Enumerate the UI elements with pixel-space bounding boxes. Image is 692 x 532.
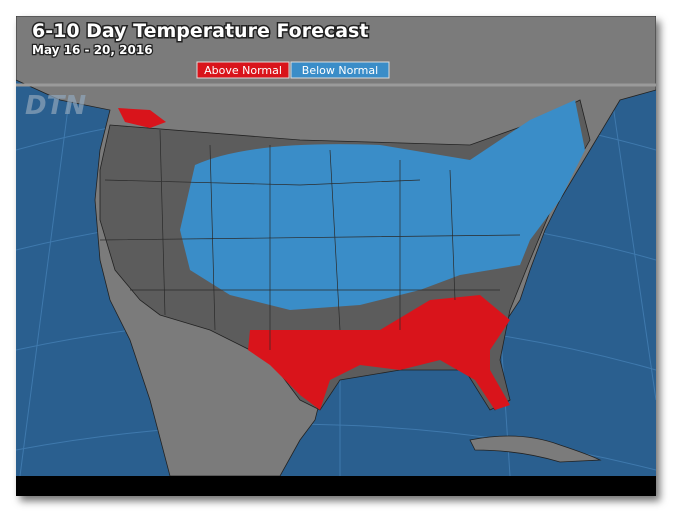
legend-label: Above Normal — [204, 64, 282, 77]
bottom-bar — [16, 476, 656, 496]
date: May 16 - 20, 2016 — [32, 43, 153, 57]
watermark: DTN — [25, 91, 86, 121]
legend-swatch — [196, 61, 290, 79]
map — [16, 16, 656, 496]
cuba — [469, 435, 602, 463]
title: 6-10 Day Temperature Forecast — [32, 20, 368, 42]
above-normal-area — [248, 295, 510, 410]
legend-swatch — [290, 61, 390, 79]
below-normal-area — [180, 100, 585, 310]
legend: Above Normal Below Normal — [196, 61, 390, 79]
above-normal-area — [118, 108, 166, 128]
state-borders — [99, 129, 521, 350]
legend-label: Below Normal — [302, 64, 378, 77]
